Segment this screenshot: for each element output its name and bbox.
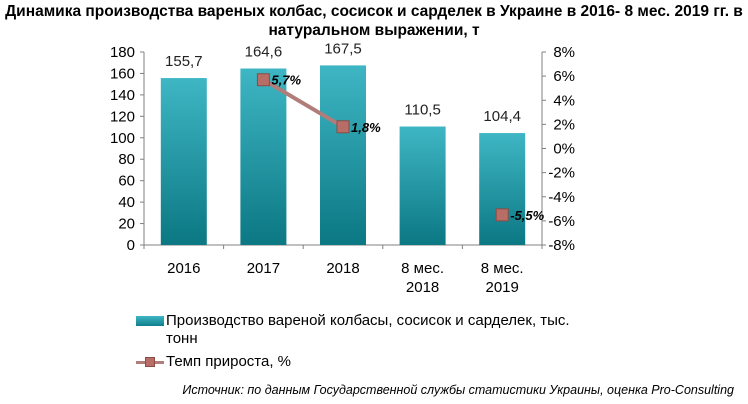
bar [160,78,207,246]
bar-value-label: 164,6 [245,44,283,61]
legend-marker-swatch [145,357,155,367]
left-tick-label: 40 [118,194,135,211]
right-tick-label: -4% [548,189,575,206]
chart-title: Динамика производства вареных колбас, со… [5,3,743,39]
left-tick-label: 80 [118,151,135,168]
legend-label-growth: Темп прироста, % [166,353,292,370]
growth-marker [495,208,509,222]
source-note: Источник: по данным Государственной служ… [182,383,734,397]
category-label: 2018 [406,279,439,296]
legend-item-production: Производство вареной колбасы, сосисок и … [136,312,596,348]
category-label: 8 мес. [481,260,524,277]
right-tick-label: -2% [548,165,575,182]
category-label: 2017 [247,260,280,277]
right-tick-label: 4% [553,92,575,109]
bar [240,68,287,245]
growth-marker [336,120,350,134]
legend-bar-swatch [136,316,164,326]
right-tick-label: 8% [553,44,575,61]
category-label: 2019 [486,279,519,296]
growth-value-label: 1,8% [351,120,381,135]
left-tick-label: 180 [110,44,135,61]
growth-value-label: 5,7% [271,73,301,88]
category-label: 2016 [167,260,200,277]
right-tick-label: -8% [548,237,575,254]
bar-value-label: 110,5 [404,102,440,119]
bar-value-label: 104,4 [483,108,521,125]
category-label: 8 мес. [401,260,444,277]
growth-line-segment [262,78,345,129]
right-tick-label: -6% [548,213,575,230]
right-tick-label: 0% [553,141,575,158]
left-tick-label: 120 [110,108,135,125]
category-label: 2018 [326,260,359,277]
bar [479,133,526,245]
left-tick-label: 160 [110,65,135,82]
bar-value-label: 167,5 [324,40,362,57]
bar [399,126,446,245]
axes: 0 20 40 60 80 100 120 140 160 180 -8% -6% -4% -2% 0% 2%… [110,44,575,296]
legend-item-growth: Темп прироста, % [136,353,291,371]
bar-value-label: 155,7 [165,53,203,70]
bar [320,65,366,246]
growth-line [256,73,509,222]
growth-value-label: -5,5% [510,208,544,223]
bars [160,65,526,246]
left-tick-label: 20 [118,216,135,233]
left-tick-label: 140 [110,87,135,104]
right-tick-label: 2% [553,116,575,133]
labels: 155,7 164,6 167,5 110,5 104,4 5,7% 1,8% -5,5% [165,40,545,222]
left-tick-label: 0 [127,237,135,254]
right-tick-label: 6% [553,68,575,85]
legend-label-production: Производство вареной колбасы, сосисок и … [166,312,570,347]
left-tick-label: 60 [118,173,135,190]
growth-marker [256,73,270,87]
left-tick-label: 100 [110,130,135,147]
